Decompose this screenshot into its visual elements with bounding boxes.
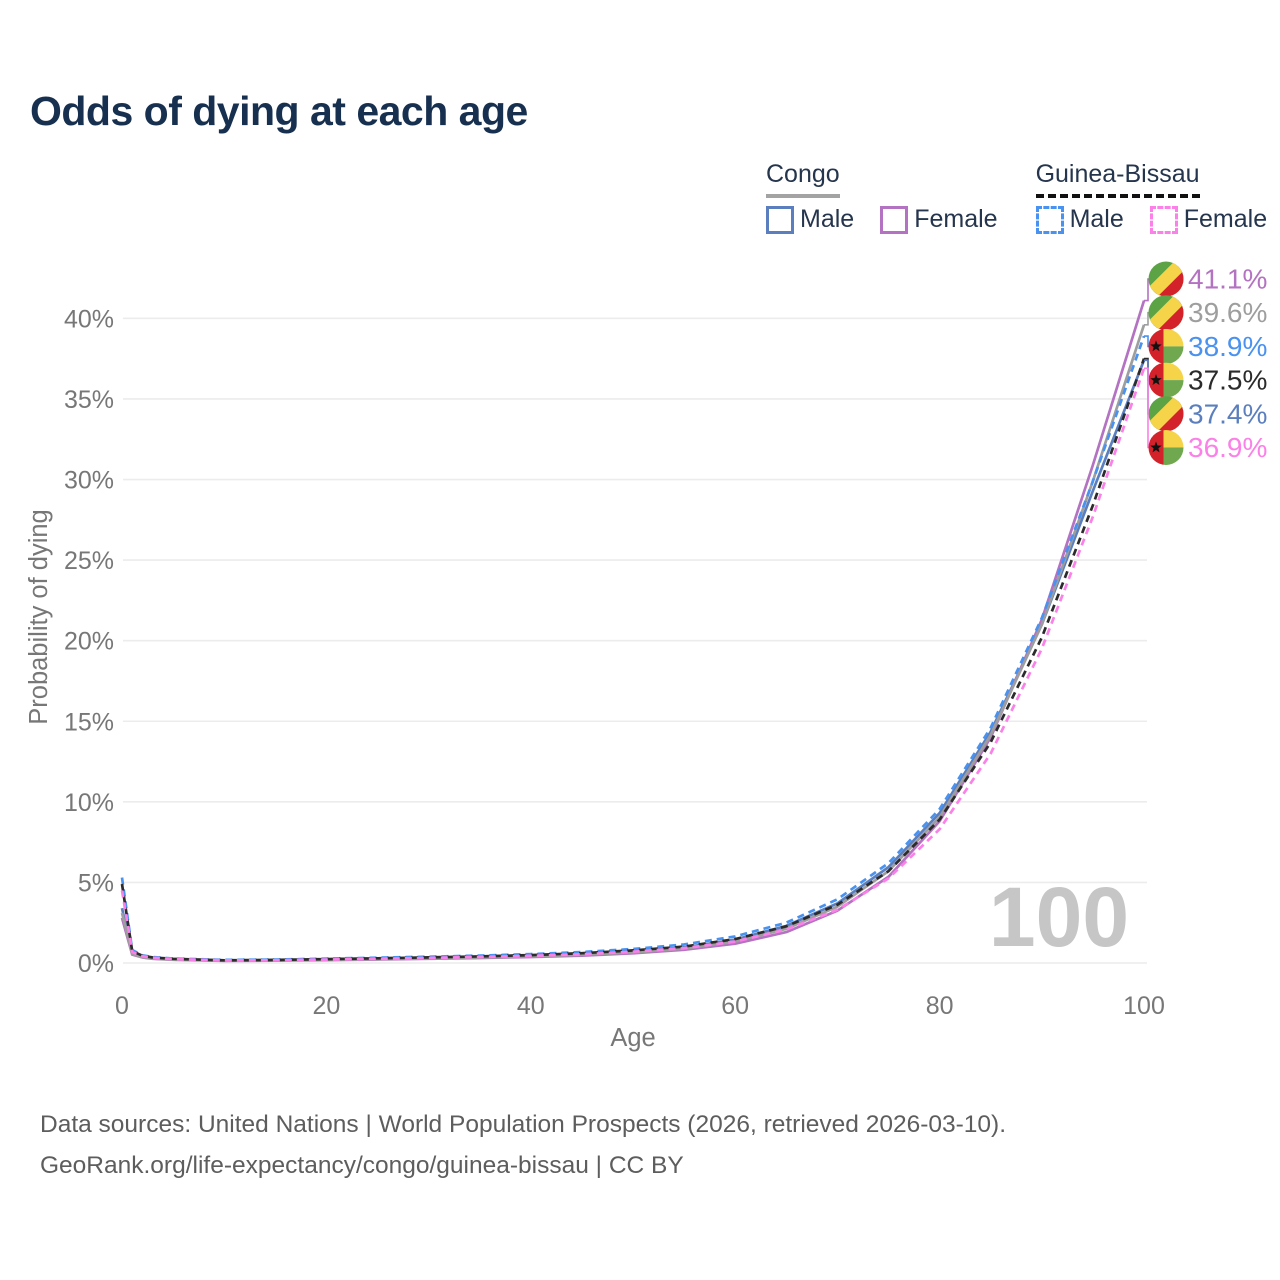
line-congo-both-sexes — [120, 324, 1146, 963]
end-label-value: 41.1% — [1188, 264, 1267, 295]
chart-title: Odds of dying at each age — [30, 88, 528, 134]
y-tick-label: 30% — [64, 467, 114, 495]
x-tick-label: 60 — [721, 992, 749, 1020]
y-axis-title: Probability of dying — [25, 509, 53, 724]
y-tick-label: 40% — [64, 305, 114, 333]
y-tick-label: 35% — [64, 386, 114, 414]
gb-female-swatch-icon — [1149, 205, 1178, 234]
line-guinea-bissau-both-sexes — [120, 358, 1146, 962]
end-label-value: 38.9% — [1188, 331, 1267, 362]
x-tick-label: 20 — [312, 992, 340, 1020]
legend: Congo Male Female Guinea-Bissau Male Fem… — [766, 160, 1267, 234]
end-labels: 41.1%39.6%38.9%37.5%37.4%36.9% — [1144, 261, 1267, 465]
legend-item-label: Female — [914, 205, 998, 233]
end-label-value: 37.5% — [1188, 365, 1267, 396]
license-line: GeoRank.org/life-expectancy/congo/guinea… — [40, 1151, 684, 1179]
line-guinea-bissau-male — [120, 335, 1146, 962]
y-tick-label: 25% — [64, 547, 114, 575]
legend-item-congo-female[interactable]: Female — [880, 205, 998, 234]
y-tick-label: 20% — [64, 628, 114, 656]
legend-item-label: Male — [1069, 205, 1124, 233]
gb-male-swatch-icon — [1035, 205, 1064, 234]
x-tick-label: 80 — [926, 992, 954, 1020]
x-tick-label: 0 — [115, 992, 129, 1020]
line-guinea-bissau-female — [120, 367, 1146, 962]
legend-group-title-guinea-bissau: Guinea-Bissau — [1035, 160, 1200, 198]
data-sources-line: Data sources: United Nations | World Pop… — [40, 1111, 1007, 1138]
congo-flag-icon — [1148, 261, 1184, 297]
x-axis-title: Age — [610, 1024, 655, 1052]
legend-item-label: Male — [800, 205, 855, 233]
legend-item-gb-male[interactable]: Male — [1035, 205, 1124, 234]
legend-item-label: Female — [1183, 205, 1268, 233]
guinea-bissau-flag-icon — [1148, 362, 1184, 398]
y-tick-label: 15% — [64, 708, 114, 736]
end-label-value: 37.4% — [1188, 398, 1267, 429]
source-attribution: Data sources: United Nations | World Pop… — [40, 1105, 1006, 1186]
legend-item-gb-female[interactable]: Female — [1149, 205, 1268, 234]
end-label-value: 39.6% — [1188, 297, 1267, 328]
series-lines — [120, 300, 1146, 963]
legend-group-guinea-bissau: Guinea-Bissau Male Female — [1035, 160, 1268, 234]
legend-item-congo-male[interactable]: Male — [766, 205, 854, 234]
gridlines — [123, 317, 1147, 964]
guinea-bissau-flag-icon — [1148, 430, 1184, 465]
congo-female-swatch-icon — [880, 205, 909, 234]
congo-flag-icon — [1148, 396, 1184, 432]
legend-group-title-congo: Congo — [766, 160, 840, 198]
y-tick-label: 5% — [78, 869, 114, 897]
congo-male-swatch-icon — [766, 205, 794, 234]
x-tick-label: 40 — [517, 992, 545, 1020]
axis-tick-labels: 0% 5% 10% 15% 20% 25% 30% 35% 40% 0 20 40 60 80 100 — [64, 305, 1165, 1020]
congo-flag-icon — [1148, 295, 1184, 331]
end-label-value: 36.9% — [1188, 432, 1267, 463]
guinea-bissau-flag-icon — [1148, 328, 1184, 364]
y-tick-label: 10% — [64, 789, 114, 817]
age-frame-watermark: 100 — [989, 870, 1129, 964]
y-tick-label: 0% — [78, 950, 114, 978]
x-tick-label: 100 — [1123, 992, 1165, 1020]
legend-group-congo: Congo Male Female — [766, 160, 998, 234]
